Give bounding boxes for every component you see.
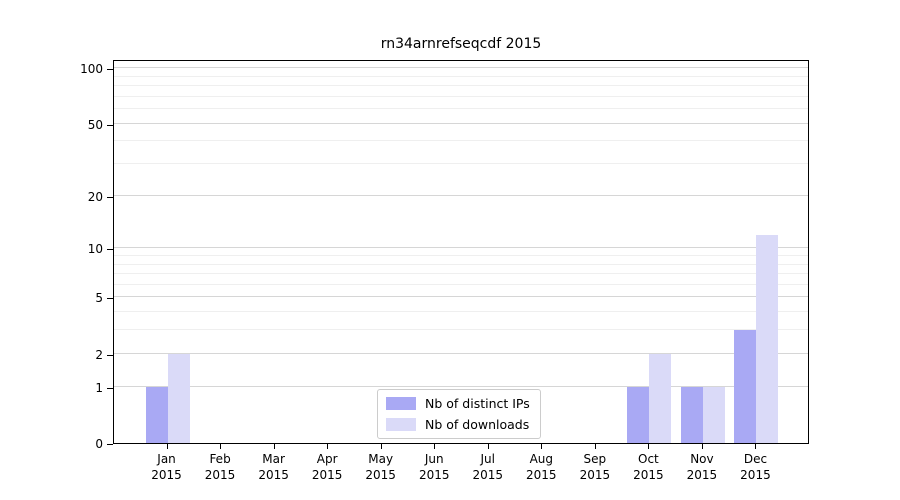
x-tick-mark [273,444,275,449]
chart-title: rn34arnrefseqcdf 2015 [380,36,542,52]
gridline [114,194,808,196]
y-tick-label: 5 [95,291,103,306]
bar-distinct_ips-nov [680,386,703,443]
bar-downloads-oct [649,353,672,443]
y-tick-label: 100 [80,62,103,77]
x-tick-mark [327,444,329,449]
y-tick-label: 20 [87,189,103,204]
x-tick-mark [434,444,436,449]
x-tick-label: Dec 2015 [740,452,771,482]
gridline [114,122,808,124]
legend-label-distinct-ips: Nb of distinct IPs [425,396,530,411]
gridline [114,311,808,313]
gridline [114,385,808,387]
gridline [114,247,808,249]
bar-distinct_ips-jan [145,386,168,443]
bar-distinct_ips-oct [627,386,650,443]
bar-downloads-jan [167,353,190,443]
y-tick-label: 10 [87,242,103,257]
y-tick-label: 1 [95,380,103,395]
x-tick-label: Nov 2015 [686,452,718,482]
x-tick-mark [541,444,543,449]
x-tick-label: May 2015 [365,452,396,482]
x-tick-label: Jul 2015 [472,452,504,482]
legend-item-distinct-ips: Nb of distinct IPs [386,395,530,412]
x-tick-mark [701,444,703,449]
gridline [114,254,808,256]
gridline [114,108,808,110]
x-tick-label: Jan 2015 [151,452,182,482]
x-tick-label: Aug 2015 [526,452,557,482]
gridline [114,85,808,87]
x-tick-label: Sep 2015 [579,452,611,482]
x-tick-mark [487,444,489,449]
y-tick-mark [107,444,113,445]
gridline [114,352,808,354]
legend: Nb of distinct IPs Nb of downloads [377,389,541,439]
x-tick-mark [166,444,168,449]
y-tick-mark [107,298,113,300]
y-tick-mark [107,196,113,198]
y-tick-mark [107,249,113,251]
x-tick-mark [648,444,650,449]
plot-area: Nb of distinct IPs Nb of downloads [113,60,809,444]
gridline [114,67,808,69]
gridline [114,140,808,142]
gridline [114,263,808,265]
legend-swatch-downloads [386,418,416,431]
bar-downloads-dec [756,234,779,443]
x-tick-mark [380,444,382,449]
gridline [114,95,808,97]
legend-swatch-distinct-ips [386,397,416,410]
legend-item-downloads: Nb of downloads [386,416,530,433]
x-tick-mark [220,444,222,449]
x-tick-label: Jun 2015 [418,452,450,482]
y-tick-label: 2 [95,347,103,362]
bar-distinct_ips-dec [734,330,757,443]
gridline [114,273,808,275]
y-tick-label: 0 [95,437,103,451]
bar-downloads-nov [702,386,725,443]
y-tick-mark [107,124,113,126]
y-tick-mark [107,387,113,389]
y-tick-mark [107,354,113,356]
gridline [114,283,808,285]
x-tick-label: Mar 2015 [258,452,289,482]
x-tick-label: Apr 2015 [311,452,343,482]
gridline [114,163,808,165]
x-tick-mark [755,444,757,449]
gridline [114,296,808,298]
y-tick-mark [107,69,113,71]
x-tick-label: Oct 2015 [633,452,664,482]
x-tick-mark [594,444,596,449]
x-tick-label: Feb 2015 [204,452,236,482]
legend-label-downloads: Nb of downloads [425,417,530,432]
y-tick-label: 50 [87,117,103,132]
gridline [114,75,808,77]
gridline [114,329,808,331]
